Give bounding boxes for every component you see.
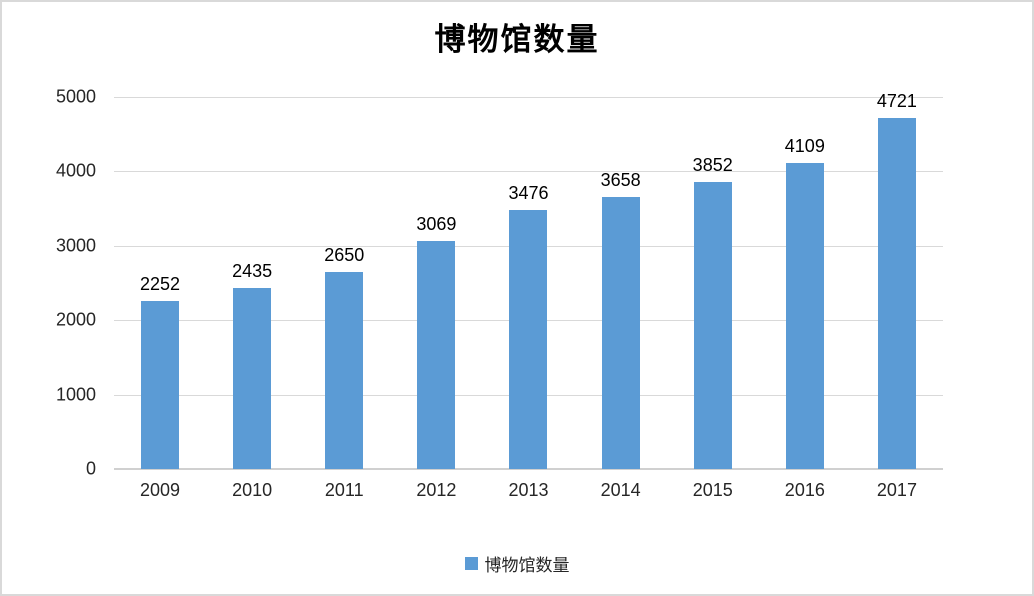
bar-slot: 3069 xyxy=(390,97,482,469)
x-axis-line xyxy=(114,468,943,470)
x-axis-tick-label: 2011 xyxy=(324,480,364,500)
y-axis-tick-label: 2000 xyxy=(55,309,96,330)
x-axis-tick-label: 2010 xyxy=(232,480,273,500)
bar-slot: 3476 xyxy=(482,97,574,469)
y-axis: 0 1000 2000 3000 4000 5000 xyxy=(26,87,96,479)
bar xyxy=(141,301,180,469)
x-axis-tick-label: 2009 xyxy=(140,480,181,500)
bar-slot: 3658 xyxy=(575,97,667,469)
bar-value-label: 2252 xyxy=(140,274,181,295)
y-axis-tick-label: 4000 xyxy=(55,160,96,181)
y-axis-tick-label: 3000 xyxy=(55,235,96,256)
bar-slot: 2252 xyxy=(114,97,206,469)
legend-label: 博物馆数量 xyxy=(484,556,570,575)
bar-value-label: 3069 xyxy=(416,213,457,234)
bar xyxy=(601,196,640,469)
bar-value-label: 2650 xyxy=(324,244,365,265)
bar-slot: 4721 xyxy=(851,91,943,469)
bar-value-label: 4109 xyxy=(784,136,825,157)
x-axis-tick-label: 2013 xyxy=(508,480,549,500)
bar-value-label: 4721 xyxy=(876,90,917,111)
bar-value-label: 3476 xyxy=(508,183,549,204)
bar-slot: 4109 xyxy=(759,97,851,469)
bar-value-label: 3852 xyxy=(692,155,733,176)
legend-marker-icon xyxy=(464,557,478,570)
bar-value-label: 2435 xyxy=(232,260,273,281)
bar xyxy=(693,182,732,469)
x-axis-tick-label: 2014 xyxy=(600,480,641,500)
chart-title: 博物馆数量 xyxy=(434,22,600,57)
bar xyxy=(877,117,916,469)
x-axis-tick-label: 2017 xyxy=(876,480,917,500)
bar xyxy=(417,240,456,469)
plot-area: 2009 2252 2010 2435 2011 2650 2012 3069 2013 3476… xyxy=(114,91,943,500)
bar xyxy=(325,271,364,469)
bar-value-label: 3658 xyxy=(600,169,641,190)
x-axis-tick-label: 2012 xyxy=(416,480,457,500)
gridline xyxy=(114,171,943,173)
bar-slot: 2650 xyxy=(298,97,390,469)
y-axis-tick-label: 5000 xyxy=(55,86,96,107)
x-axis-tick-label: 2015 xyxy=(692,480,733,500)
gridline xyxy=(114,97,943,98)
bar-slot: 2435 xyxy=(206,97,298,469)
y-axis-tick-label: 0 xyxy=(85,458,96,479)
bar-slot: 3852 xyxy=(667,97,759,469)
x-axis-tick-label: 2016 xyxy=(784,480,825,500)
bar xyxy=(785,163,824,469)
bar xyxy=(509,210,548,469)
bar xyxy=(233,287,272,469)
legend: 博物馆数量 xyxy=(2,551,1032,576)
y-axis-tick-label: 1000 xyxy=(55,384,96,405)
